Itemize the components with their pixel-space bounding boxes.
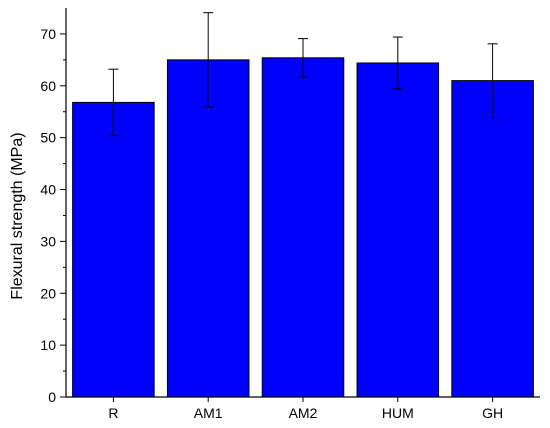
y-tick-label-30: 30 (40, 233, 56, 249)
y-tick-label-10: 10 (40, 337, 56, 353)
y-axis-title: Flexural strength (MPa) (9, 132, 26, 299)
bar-am2 (261, 57, 345, 398)
y-tick-label-50: 50 (40, 130, 56, 146)
error-bars-group (108, 12, 498, 137)
y-axis: 0 10 20 30 40 50 60 70 (40, 8, 67, 405)
bar-hum (356, 62, 440, 398)
y-tick-label-0: 0 (48, 389, 56, 405)
x-tick-label-gh: GH (482, 405, 503, 421)
x-tick-label-r: R (108, 405, 118, 421)
x-axis: R AM1 AM2 HUM GH (66, 396, 540, 421)
y-tick-label-70: 70 (40, 26, 56, 42)
y-tick-label-20: 20 (40, 285, 56, 301)
y-tick-label-60: 60 (40, 78, 56, 94)
y-tick-label-40: 40 (40, 182, 56, 198)
bar-gh (451, 80, 534, 398)
bar-am1 (166, 59, 250, 398)
x-tick-label-am1: AM1 (194, 405, 223, 421)
x-tick-label-am2: AM2 (289, 405, 318, 421)
bar-r (72, 101, 155, 398)
x-tick-label-hum: HUM (382, 405, 414, 421)
bars-group (72, 57, 534, 398)
